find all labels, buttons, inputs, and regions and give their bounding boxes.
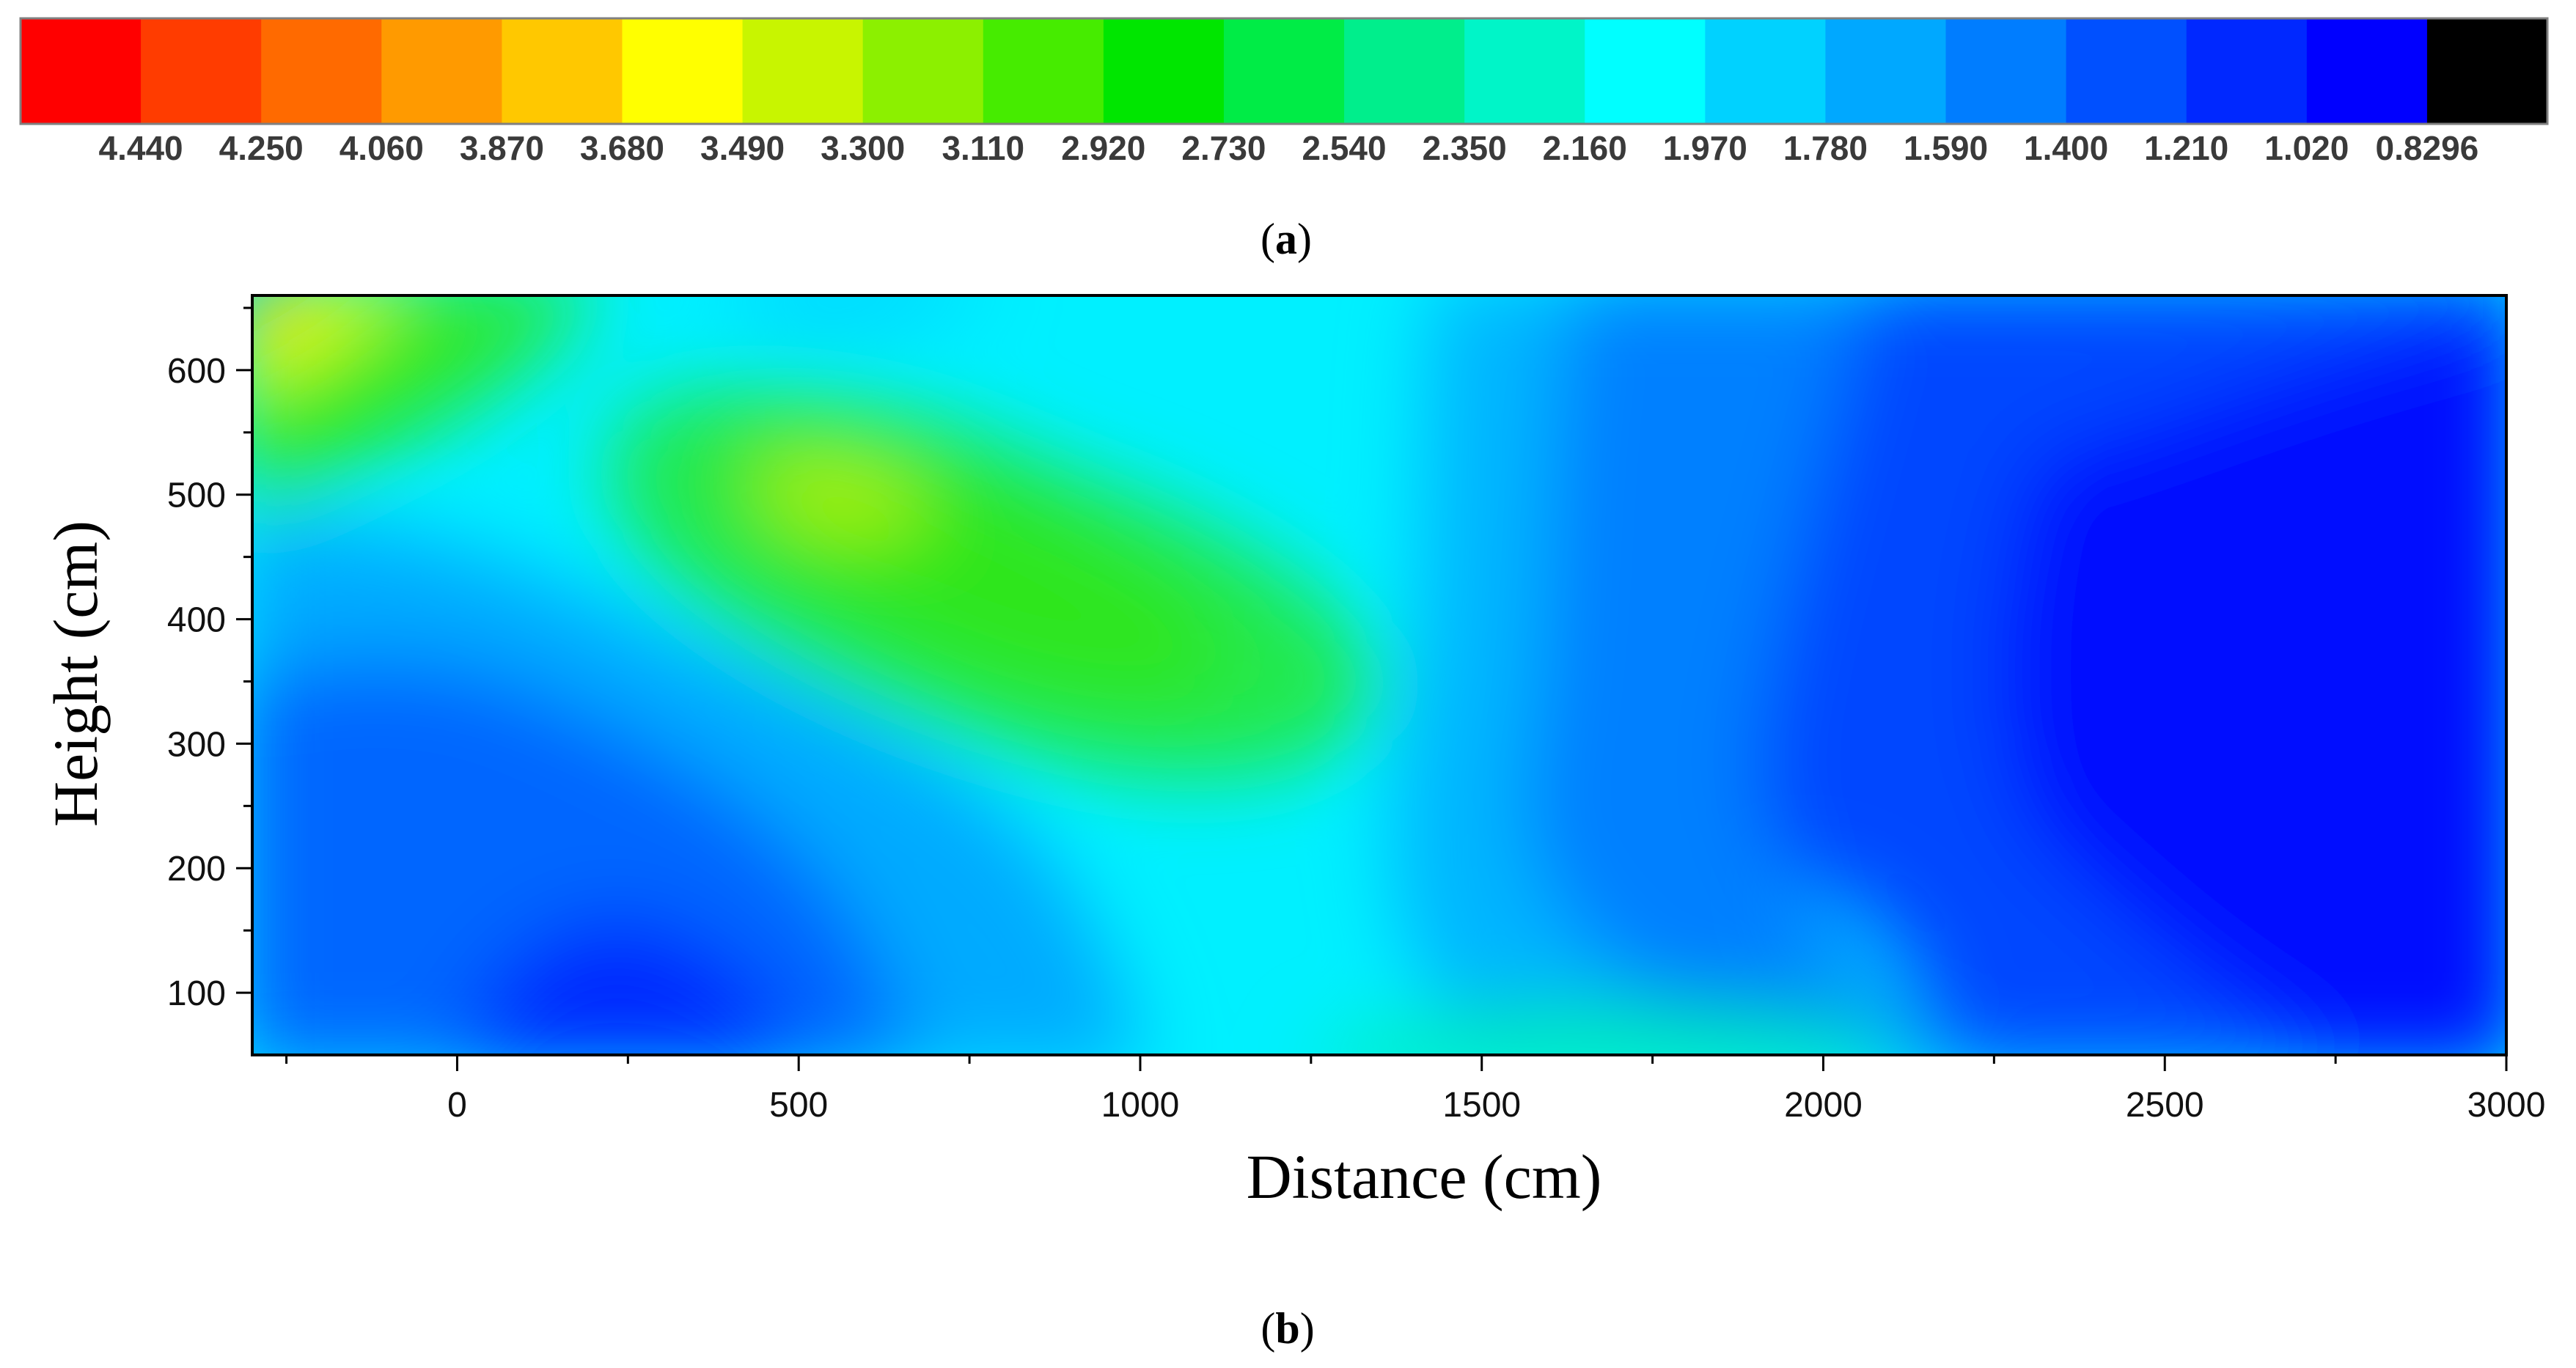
- colorbar-cell: [2426, 18, 2548, 124]
- colorbar-frame: [19, 17, 2549, 125]
- colorbar-tick-labels: 4.440 4.250 4.060 3.870 3.680 3.490 3.300 3.110…: [99, 129, 2479, 167]
- panel-label-a: (a): [1261, 215, 1312, 263]
- x-tick-label: 2000: [1784, 1086, 1863, 1125]
- colorbar-cell: [21, 18, 142, 124]
- contour-field: [252, 295, 2506, 1055]
- colorbar-tick-label: 1.780: [1783, 129, 1868, 167]
- y-tick-label: 100: [167, 974, 226, 1013]
- y-tick-label: 200: [167, 850, 226, 889]
- colorbar-tick-label: 3.490: [700, 129, 785, 167]
- colorbar-cell: [2306, 18, 2428, 124]
- panel-label-a-close: ): [1297, 215, 1312, 263]
- colorbar-cell: [622, 18, 744, 124]
- colorbar-cell: [381, 18, 503, 124]
- colorbar-cells: [21, 18, 2548, 124]
- colorbar-cell: [1585, 18, 1706, 124]
- y-tick-label: 400: [167, 601, 226, 640]
- panel-label-b-close: ): [1300, 1304, 1315, 1353]
- region-topleft-orange: [252, 295, 296, 321]
- region-bottom-left-light: [252, 522, 1141, 1055]
- colorbar-tick-label: 2.540: [1302, 129, 1386, 167]
- colorbar-cell: [862, 18, 984, 124]
- colorbar-cell: [2066, 18, 2187, 124]
- colorbar-tick-label: 2.160: [1543, 129, 1627, 167]
- y-ticks: 100 200 300 400 500 600: [167, 306, 252, 1013]
- panel-label-b-letter: b: [1275, 1304, 1299, 1353]
- region-bottom-left-blue: [252, 602, 951, 1055]
- x-tick-label: 0: [447, 1086, 467, 1125]
- colorbar-cell: [983, 18, 1104, 124]
- x-tick-label: 2500: [2126, 1086, 2204, 1125]
- region-right-light: [1392, 295, 1733, 1055]
- panel-label-b-open: (: [1261, 1304, 1275, 1353]
- colorbar-tick-label: 3.110: [942, 129, 1024, 167]
- field-regions: [252, 295, 2506, 1055]
- x-tick-label: 1500: [1442, 1086, 1521, 1125]
- x-tick-label: 3000: [2467, 1086, 2546, 1125]
- region-bottom-green: [1321, 1011, 1898, 1055]
- colorbar: 4.440 4.250 4.060 3.870 3.680 3.490 3.300 3.110…: [19, 17, 2549, 167]
- colorbar-tick-label: 1.400: [2024, 129, 2108, 167]
- panel-label-b: (b): [1261, 1304, 1314, 1353]
- region-right-deepblue: [2000, 312, 2506, 1055]
- colorbar-tick-label: 2.920: [1061, 129, 1145, 167]
- x-ticks: 0 500 1000 1500 2000 2500 3000: [285, 1055, 2546, 1125]
- colorbar-cell: [2186, 18, 2308, 124]
- colorbar-tick-label: 4.060: [340, 129, 424, 167]
- y-tick-label: 600: [167, 352, 226, 391]
- colorbar-tick-label: 4.440: [99, 129, 183, 167]
- colorbar-cell: [1103, 18, 1225, 124]
- panel-label-a-letter: a: [1275, 215, 1297, 263]
- colorbar-cell: [1464, 18, 1586, 124]
- colorbar-cell: [1945, 18, 2067, 124]
- region-topleft-green: [252, 295, 592, 510]
- colorbar-tick-label: 1.210: [2144, 129, 2228, 167]
- colorbar-tick-label: 1.970: [1663, 129, 1747, 167]
- region-bottom-left-deepblue: [458, 916, 803, 1055]
- region-yellowgreen: [758, 460, 927, 530]
- colorbar-tick-label: 4.250: [219, 129, 304, 167]
- panel-label-a-open: (: [1261, 215, 1275, 263]
- colorbar-tick-label: 1.590: [1904, 129, 1988, 167]
- colorbar-tick-label: 0.8296: [2376, 129, 2479, 167]
- x-tick-label: 1000: [1101, 1086, 1180, 1125]
- colorbar-cell: [1825, 18, 1947, 124]
- colorbar-cell: [742, 18, 864, 124]
- colorbar-cell: [141, 18, 262, 124]
- y-tick-label: 500: [167, 477, 226, 515]
- contour-plot: 0 500 1000 1500 2000 2500 3000 100 200 300 400 500…: [40, 294, 2546, 1212]
- colorbar-cell: [502, 18, 623, 124]
- colorbar-tick-label: 3.680: [580, 129, 664, 167]
- x-axis-title: Distance (cm): [1247, 1141, 1602, 1212]
- colorbar-cell: [261, 18, 383, 124]
- x-tick-label: 500: [769, 1086, 828, 1125]
- colorbar-tick-label: 1.020: [2264, 129, 2349, 167]
- plot-frame: [251, 294, 2508, 1056]
- colorbar-cell: [1223, 18, 1345, 124]
- colorbar-tick-label: 3.300: [821, 129, 905, 167]
- region-right-mid: [1453, 295, 1962, 1055]
- colorbar-tick-label: 3.870: [460, 129, 544, 167]
- colorbar-tick-label: 2.350: [1423, 129, 1507, 167]
- colorbar-tick-label: 2.730: [1181, 129, 1266, 167]
- colorbar-cell: [1705, 18, 1827, 124]
- y-axis-title: Height (cm): [40, 521, 111, 827]
- region-topleft-yellow: [252, 295, 395, 389]
- colorbar-cell: [1344, 18, 1465, 124]
- y-tick-label: 300: [167, 725, 226, 764]
- region-top-lightblue: [730, 295, 967, 317]
